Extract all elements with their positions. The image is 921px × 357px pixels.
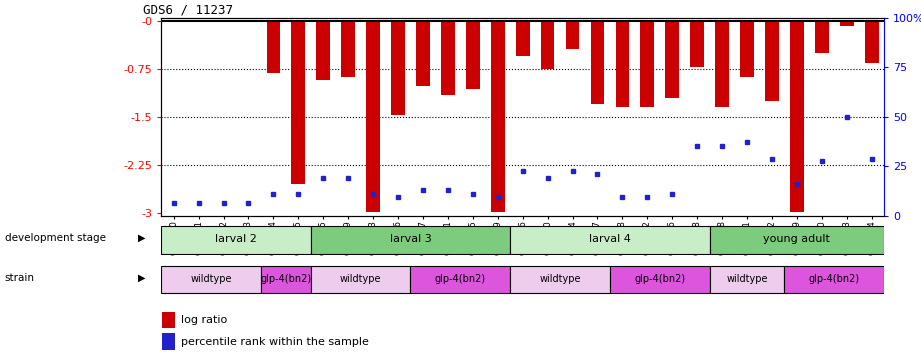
Bar <box>391 21 405 115</box>
Text: percentile rank within the sample: percentile rank within the sample <box>181 337 369 347</box>
Bar <box>710 266 785 293</box>
Bar <box>162 333 175 350</box>
Bar <box>865 21 879 62</box>
Bar <box>291 21 305 184</box>
Bar <box>710 226 884 254</box>
Bar <box>310 266 411 293</box>
Text: wildtype: wildtype <box>727 274 768 284</box>
Bar <box>615 21 629 107</box>
Bar <box>161 226 310 254</box>
Bar <box>491 21 505 211</box>
Bar <box>342 21 355 77</box>
Text: strain: strain <box>5 273 35 283</box>
Text: development stage: development stage <box>5 233 106 243</box>
Bar <box>466 21 480 90</box>
Bar <box>790 21 804 211</box>
Bar <box>510 266 610 293</box>
Bar <box>317 21 330 80</box>
Bar <box>740 21 754 77</box>
Text: larval 4: larval 4 <box>589 235 631 245</box>
Text: ▶: ▶ <box>138 273 146 283</box>
Bar <box>640 21 654 107</box>
Text: wildtype: wildtype <box>340 274 381 284</box>
Bar <box>691 21 704 67</box>
Bar <box>367 21 380 211</box>
Text: larval 3: larval 3 <box>390 235 431 245</box>
Bar <box>541 21 554 69</box>
Bar <box>785 266 884 293</box>
Text: glp-4(bn2): glp-4(bn2) <box>635 274 685 284</box>
Text: wildtype: wildtype <box>191 274 232 284</box>
Bar <box>765 21 779 101</box>
Text: glp-4(bn2): glp-4(bn2) <box>435 274 486 284</box>
Bar <box>310 226 510 254</box>
Text: ▶: ▶ <box>138 233 146 243</box>
Bar <box>815 21 829 53</box>
Text: glp-4(bn2): glp-4(bn2) <box>261 274 311 284</box>
Bar <box>565 21 579 49</box>
Text: wildtype: wildtype <box>540 274 581 284</box>
Bar <box>665 21 679 98</box>
Bar <box>161 266 261 293</box>
Bar <box>510 226 710 254</box>
Bar <box>840 21 854 25</box>
Bar <box>516 21 530 56</box>
Bar <box>610 266 710 293</box>
Bar <box>162 312 175 328</box>
Text: glp-4(bn2): glp-4(bn2) <box>809 274 860 284</box>
Bar <box>266 21 280 74</box>
Bar <box>716 21 729 107</box>
Bar <box>416 21 430 86</box>
Text: larval 2: larval 2 <box>215 235 257 245</box>
Bar <box>411 266 510 293</box>
Text: young adult: young adult <box>764 235 831 245</box>
Bar <box>590 21 604 104</box>
Text: GDS6 / 11237: GDS6 / 11237 <box>143 4 233 17</box>
Bar <box>441 21 455 95</box>
Text: log ratio: log ratio <box>181 315 227 325</box>
Bar <box>261 266 310 293</box>
